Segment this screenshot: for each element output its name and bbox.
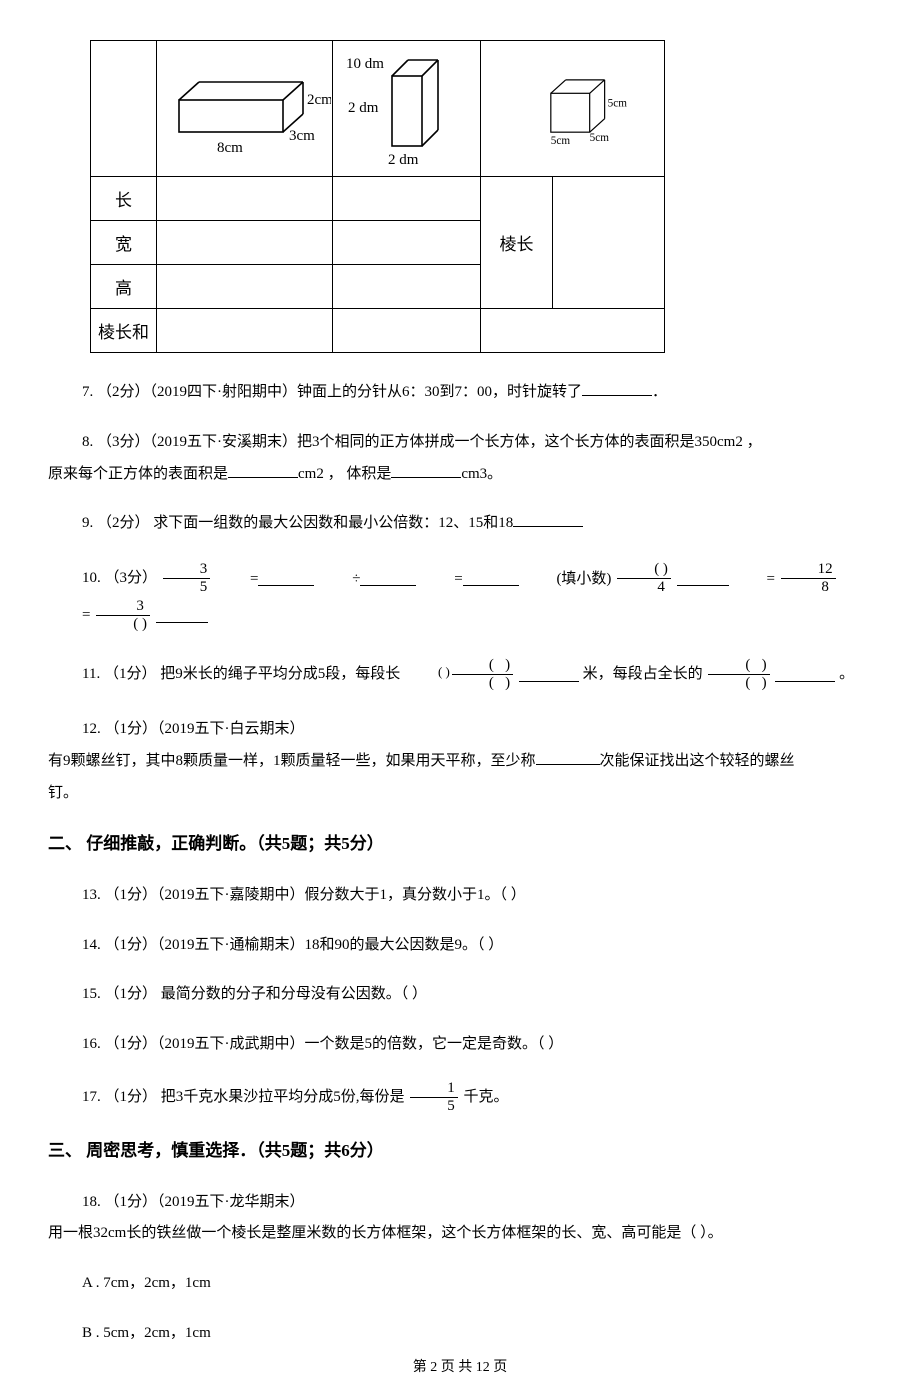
q11-prefix: 11. （1分） 把9米长的绳子平均分成5段，每段长 [82, 666, 400, 682]
row-length-label: 长 [91, 177, 157, 221]
prism-h-label: 2cm [307, 92, 331, 108]
cell-edge-merged-value [553, 177, 665, 309]
prism-l-label: 8cm [217, 140, 243, 156]
question-12-line1: 12. （1分）（2019五下·白云期末） [48, 716, 872, 744]
q11-blank1 [519, 667, 579, 682]
question-17: 17. （1分） 把3千克水果沙拉平均分成5份,每份是 15 千克。 [48, 1081, 872, 1114]
q11-outer-paren: ( ) [404, 655, 450, 689]
q10-div: ÷ [318, 561, 360, 597]
cell-b-height [333, 265, 481, 309]
q12-l2b: 次能保证找出这个较轻的螺丝 [600, 753, 795, 769]
figure-cube: 5cm 5cm 5cm [553, 41, 665, 177]
question-16: 16. （1分）（2019五下·成武期中）一个数是5的倍数，它一定是奇数。（ ） [48, 1031, 872, 1059]
q10-eq4: = [48, 597, 90, 633]
cell-b-width [333, 221, 481, 265]
q10-blank3 [463, 571, 519, 586]
q8-blank1 [228, 463, 298, 478]
q7-blank [582, 381, 652, 396]
q10-eq2: = [420, 561, 462, 597]
page-footer: 第 2 页 共 12 页 [0, 1356, 920, 1376]
q10-frac-3-paren: 3( ) [96, 599, 150, 632]
q11-mid: 米，每段占全长的 [583, 666, 703, 682]
cell-cd-edgesum [481, 309, 665, 353]
q10-dec: (填小数) [522, 561, 611, 597]
geometry-table: 2cm 3cm 8cm 10 dm 2 dm [90, 40, 665, 353]
q12-l1: 12. （1分）（2019五下·白云期末） [82, 721, 305, 737]
q17-a: 17. （1分） 把3千克水果沙拉平均分成5份,每份是 [82, 1089, 405, 1105]
section-3-heading: 三、 周密思考，慎重选择．（共5题；共6分） [48, 1136, 872, 1167]
q8-l1: 8. （3分）（2019五下·安溪期末）把3个相同的正方体拼成一个长方体，这个长… [82, 434, 762, 450]
q10-blank2 [360, 571, 416, 586]
q10-eq3: = [732, 561, 774, 597]
q12-blank [536, 750, 600, 765]
question-14: 14. （1分）（2019五下·通榆期末）18和90的最大公因数是9。（ ） [48, 932, 872, 960]
q10-frac-12-8: 128 [781, 562, 836, 595]
q7-text: 7. （2分）（2019四下·射阳期中）钟面上的分针从6：30到7：00，时针旋… [82, 384, 582, 400]
question-8-line2: 原来每个正方体的表面积是 cm2 ， 体积是 cm3。 [48, 461, 872, 489]
q17-b: 千克。 [464, 1089, 509, 1105]
cell-a-width [157, 221, 333, 265]
cube-w-label: 5cm [589, 132, 609, 144]
row-height-label: 高 [91, 265, 157, 309]
figure-rect-prism: 2cm 3cm 8cm [157, 41, 333, 177]
row-edgesum-label: 棱长和 [91, 309, 157, 353]
q7-suffix: ． [652, 384, 667, 400]
cell-b-length [333, 177, 481, 221]
question-12-line3: 钉。 [48, 780, 872, 808]
figure-tall-prism: 10 dm 2 dm 2 dm [333, 41, 481, 177]
question-18-line2: 用一根32cm长的铁丝做一个棱长是整厘米数的长方体框架，这个长方体框架的长、宽、… [48, 1220, 872, 1248]
prism-w-label: 3cm [289, 128, 315, 144]
q10-blank1 [258, 571, 314, 586]
question-13: 13. （1分）（2019五下·嘉陵期中）假分数大于1，真分数小于1。（ ） [48, 882, 872, 910]
q12-l2c: 钉。 [48, 785, 78, 801]
q11-suffix: 。 [839, 666, 854, 682]
cell-edge-merged-label: 棱长 [481, 177, 553, 309]
q11-frac1 [452, 658, 513, 691]
cube-l-label: 5cm [550, 135, 570, 147]
q10-frac-3-5: 35 [163, 562, 211, 595]
q10-prefix: 10. （3分） [82, 570, 157, 586]
tall-top-label: 10 dm [346, 56, 384, 72]
q10-blank4 [677, 571, 729, 586]
q8-l2a: 原来每个正方体的表面积是 [48, 466, 228, 482]
row-width-label: 宽 [91, 221, 157, 265]
question-10: 10. （3分） 35 = ÷ = (填小数) ( )4 = 128 = 3( … [48, 560, 872, 633]
cell-a-length [157, 177, 333, 221]
question-18-line1: 18. （1分）（2019五下·龙华期末） [48, 1189, 872, 1217]
page-root: 2cm 3cm 8cm 10 dm 2 dm [0, 0, 920, 1390]
q12-l2a: 有9颗螺丝钉，其中8颗质量一样，1颗质量轻一些，如果用天平称，至少称 [48, 753, 536, 769]
cell-a-height [157, 265, 333, 309]
cell-b-edgesum [333, 309, 481, 353]
question-7: 7. （2分）（2019四下·射阳期中）钟面上的分针从6：30到7：00，时针旋… [48, 379, 872, 407]
section-2-heading: 二、 仔细推敲，正确判断。（共5题；共5分） [48, 829, 872, 860]
tall-side-label: 2 dm [348, 100, 379, 116]
question-11: 11. （1分） 把9米长的绳子平均分成5段，每段长 ( ) 米，每段占全长的 … [48, 655, 872, 694]
cube-h-label: 5cm [607, 97, 627, 109]
q9-blank [513, 512, 583, 527]
question-9: 9. （2分） 求下面一组数的最大公因数和最小公倍数：12、15和18 [48, 510, 872, 538]
q8-l2c: cm3。 [461, 466, 502, 482]
q9-text: 9. （2分） 求下面一组数的最大公因数和最小公倍数：12、15和18 [82, 515, 513, 531]
q8-l2b: cm2 ， 体积是 [298, 466, 391, 482]
question-8-line1: 8. （3分）（2019五下·安溪期末）把3个相同的正方体拼成一个长方体，这个长… [48, 429, 872, 457]
q11-blank2 [775, 667, 835, 682]
q10-blank5 [156, 608, 208, 623]
cell-a-edgesum [157, 309, 333, 353]
q8-blank2 [391, 463, 461, 478]
table-corner-empty [91, 41, 157, 177]
q10-frac-paren-4: ( )4 [617, 562, 671, 595]
tall-front-label: 2 dm [388, 152, 419, 168]
q18-option-a: A . 7cm，2cm，1cm [48, 1270, 872, 1298]
question-12-line2: 有9颗螺丝钉，其中8颗质量一样，1颗质量轻一些，如果用天平称，至少称 次能保证找出… [48, 748, 872, 776]
q11-frac2 [708, 658, 769, 691]
q17-frac: 15 [410, 1081, 458, 1114]
question-15: 15. （1分） 最简分数的分子和分母没有公因数。（ ） [48, 981, 872, 1009]
q18-option-b: B . 5cm，2cm，1cm [48, 1320, 872, 1348]
q10-eq1: = [216, 561, 258, 597]
